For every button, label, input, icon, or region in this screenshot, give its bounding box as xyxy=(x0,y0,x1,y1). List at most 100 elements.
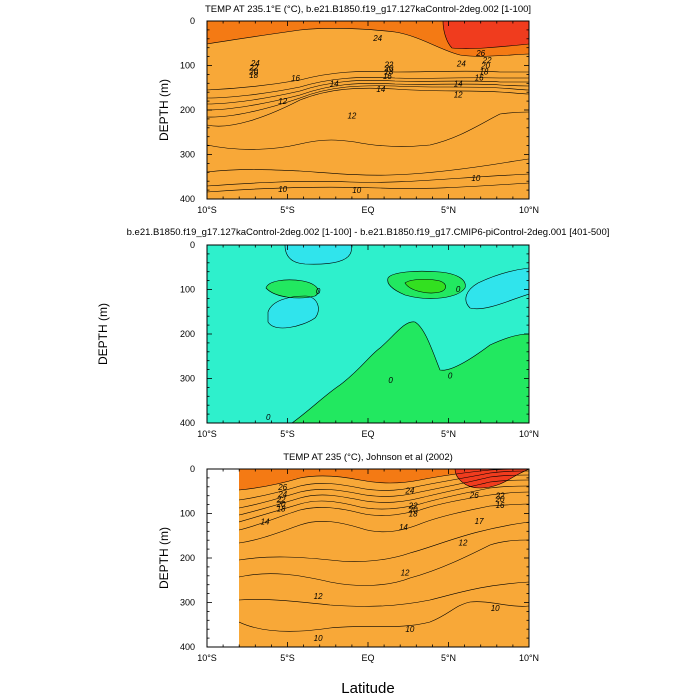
contour-label: 26 xyxy=(277,483,287,492)
panel-3-axes: 10°S 5°S EQ 5°N 10°N 0 100 200 300 400 DEPTH (m) xyxy=(157,464,539,663)
band-hot xyxy=(443,21,529,49)
panel-1: TEMP AT 235.1°E (°C), b.e21.B1850.f19_g1… xyxy=(157,4,539,215)
x-tick-label: 5°S xyxy=(280,653,295,663)
contour-label: 18 xyxy=(277,505,286,514)
contour-label: 20 xyxy=(480,62,490,71)
contour-label: 12 xyxy=(278,97,287,106)
y-tick-label: 200 xyxy=(180,553,195,563)
contour-label: 17 xyxy=(475,517,484,526)
panel-2-contour-fill xyxy=(207,245,529,423)
contour-label: 14 xyxy=(376,85,385,94)
x-tick-label: EQ xyxy=(361,429,374,439)
band-gt28 xyxy=(239,469,529,490)
panel-3: TEMP AT 235 (°C), Johnson et al (2002) xyxy=(157,452,539,663)
band-hot xyxy=(455,469,529,488)
band-26-28 xyxy=(207,28,529,199)
diff-negative-north-tongue xyxy=(465,268,529,309)
panel-2-contour-lines xyxy=(265,245,529,423)
x-tick-label: 5°S xyxy=(280,205,295,215)
panel-1-axes: 10°S 5°S EQ 5°N 10°N 0 100 200 300 400 DEPTH (m) xyxy=(157,16,539,215)
y-tick-label: 400 xyxy=(180,418,195,428)
panel-2: b.e21.B1850.f19_g17.127kaControl-2deg.00… xyxy=(96,227,609,439)
y-tick-label: 200 xyxy=(180,329,195,339)
contour-label: 22 xyxy=(495,491,505,500)
panel-1-contour-lines xyxy=(207,21,529,193)
diff-positive-south xyxy=(207,348,380,423)
y-tick-label: 100 xyxy=(180,61,195,71)
panel-1-contour-fill xyxy=(207,21,529,199)
x-tick-label: 10°N xyxy=(519,429,539,439)
contour-label: 20 xyxy=(383,64,393,73)
y-tick-label: 0 xyxy=(190,464,195,474)
contour-label: 26 xyxy=(475,49,485,58)
contour-label: 12 xyxy=(454,90,463,99)
contour-label: 10 xyxy=(352,186,361,195)
contour-label: 22 xyxy=(276,496,286,505)
x-tick-label: 5°N xyxy=(441,429,456,439)
x-tick-label: 5°N xyxy=(441,205,456,215)
contour-label: 0 xyxy=(388,376,393,385)
contour-label: 10 xyxy=(491,604,500,613)
diff-negative-south-lobe xyxy=(268,296,319,328)
y-axis-label: DEPTH (m) xyxy=(96,303,110,365)
contour-label: 14 xyxy=(454,80,463,89)
y-tick-label: 300 xyxy=(180,374,195,384)
contour-label: 20 xyxy=(276,500,286,509)
y-axis-label: DEPTH (m) xyxy=(157,527,171,589)
contour-label: 24 xyxy=(404,486,414,495)
contour-label: 20 xyxy=(248,67,258,76)
x-tick-label: 10°N xyxy=(519,653,539,663)
contour-label: 22 xyxy=(482,56,492,65)
contour-label: 24 xyxy=(250,59,260,68)
y-tick-label: 300 xyxy=(180,598,195,608)
y-tick-label: 300 xyxy=(180,150,195,160)
y-tick-label: 400 xyxy=(180,642,195,652)
x-tick-label: 10°S xyxy=(197,205,217,215)
diff-negative-surface-lobe xyxy=(285,245,352,265)
contour-label: 18 xyxy=(249,71,258,80)
contour-label: 24 xyxy=(277,490,287,499)
panel-2-contour-labels: 0 0 0 0 0 xyxy=(266,285,461,422)
contour-label: 20 xyxy=(495,495,505,504)
panel-3-contour-lines xyxy=(239,469,529,632)
contour-label: 18 xyxy=(479,67,488,76)
panel-1-title: TEMP AT 235.1°E (°C), b.e21.B1850.f19_g1… xyxy=(205,4,531,15)
x-tick-label: 10°N xyxy=(519,205,539,215)
contour-label: 14 xyxy=(261,518,270,527)
contour-label: 16 xyxy=(475,74,484,83)
contour-label: 22 xyxy=(383,61,393,70)
y-tick-label: 200 xyxy=(180,105,195,115)
contour-label: 10 xyxy=(405,625,414,634)
contour-label: 0 xyxy=(316,287,321,296)
diff-positive-east-core xyxy=(405,279,446,293)
contour-label: 0 xyxy=(456,285,461,294)
contour-label: 16 xyxy=(291,74,300,83)
diff-positive-south-lobe xyxy=(266,279,319,298)
contour-label: 12 xyxy=(401,569,410,578)
x-tick-label: 5°S xyxy=(280,429,295,439)
panel-3-contour-fill xyxy=(239,469,529,647)
contour-label: 14 xyxy=(399,523,408,532)
diff-positive-north xyxy=(380,321,529,423)
contour-label: 24 xyxy=(456,59,466,68)
panel-2-axes: 10°S 5°S EQ 5°N 10°N 0 100 200 300 400 DEPTH (m) xyxy=(96,240,539,439)
x-tick-label: EQ xyxy=(361,205,374,215)
panel-3-title: TEMP AT 235 (°C), Johnson et al (2002) xyxy=(283,452,453,463)
contour-label: 0 xyxy=(266,413,271,422)
x-tick-label: EQ xyxy=(361,653,374,663)
contour-label: 20 xyxy=(408,505,418,514)
x-tick-label: 10°S xyxy=(197,429,217,439)
contour-label: 22 xyxy=(248,63,258,72)
y-tick-label: 0 xyxy=(190,240,195,250)
contour-label: 18 xyxy=(384,68,393,77)
panel-2-title: b.e21.B1850.f19_g17.127kaControl-2deg.00… xyxy=(127,227,610,238)
contour-label: 12 xyxy=(314,592,323,601)
contour-label: 14 xyxy=(330,79,339,88)
contour-label: 12 xyxy=(347,111,356,120)
contour-label: 0 xyxy=(448,371,453,380)
y-tick-label: 0 xyxy=(190,16,195,26)
contour-label: 10 xyxy=(278,185,287,194)
